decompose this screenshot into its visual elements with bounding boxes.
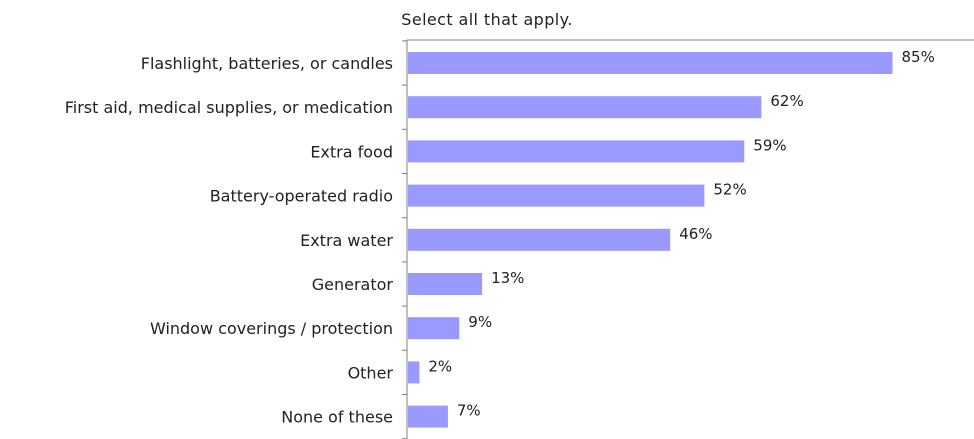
data-label: 59% xyxy=(753,136,786,154)
data-label: 85% xyxy=(902,48,935,66)
bar xyxy=(408,52,893,74)
category-label: First aid, medical supplies, or medicati… xyxy=(65,98,393,117)
data-label: 62% xyxy=(770,92,803,110)
bar xyxy=(408,405,448,428)
category-label: Window coverings / protection xyxy=(150,319,393,338)
bar xyxy=(408,317,460,340)
data-label: 7% xyxy=(457,402,481,420)
category-label: Extra food xyxy=(310,142,393,161)
category-label: Extra water xyxy=(300,231,393,250)
chart-subtitle: Select all that apply. xyxy=(401,10,573,29)
data-label: 52% xyxy=(713,181,746,199)
category-label: Other xyxy=(348,363,394,382)
bar xyxy=(408,96,762,119)
bar xyxy=(408,140,745,163)
bar xyxy=(408,273,483,295)
category-label: Generator xyxy=(312,275,394,294)
category-label: Flashlight, batteries, or candles xyxy=(141,54,393,73)
category-label: None of these xyxy=(281,408,393,427)
bar xyxy=(408,184,705,207)
data-label: 9% xyxy=(468,313,492,331)
data-label: 46% xyxy=(679,225,712,243)
data-label: 2% xyxy=(428,357,452,375)
category-label: Battery-operated radio xyxy=(210,187,393,206)
data-label: 13% xyxy=(491,269,524,287)
bar xyxy=(408,228,671,251)
bar xyxy=(408,361,420,384)
